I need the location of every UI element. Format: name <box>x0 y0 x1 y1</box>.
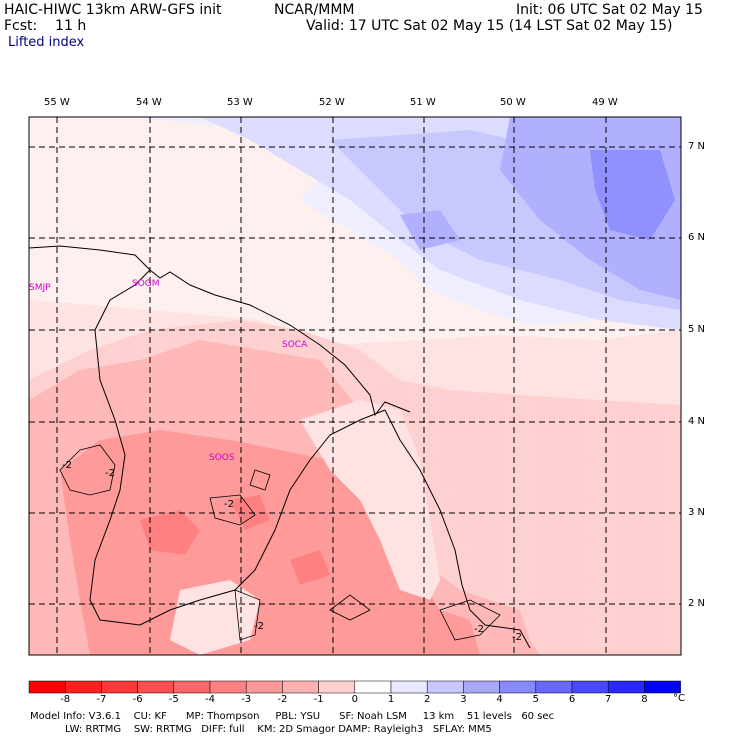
contour-label: -2 <box>512 632 522 643</box>
map-frame <box>28 116 682 656</box>
org-label: NCAR/MMM <box>274 2 355 18</box>
station-label: SOGM <box>132 279 160 289</box>
colorbar-tick-label: -2 <box>277 694 288 705</box>
colorbar-tick-label: 8 <box>641 694 648 705</box>
colorbar-swatch <box>426 680 464 694</box>
colorbar-tick-label: 7 <box>605 694 612 705</box>
colorbar-swatch <box>318 680 356 694</box>
station-label: SMJP <box>29 283 51 293</box>
model-info-line2: LW: RRTMG SW: RRTMG DIFF: full KM: 2D Sm… <box>30 724 492 735</box>
colorbar-tick-label: -7 <box>96 694 107 705</box>
colorbar-swatch <box>173 680 211 694</box>
map-background <box>29 117 681 655</box>
colorbar-tick-label: -4 <box>205 694 215 705</box>
colorbar-tick-label: 4 <box>496 694 503 705</box>
lat-label: 4 N <box>688 416 706 427</box>
colorbar-tick-label: -1 <box>313 694 324 705</box>
init-time: Init: 06 UTC Sat 02 May 15 <box>516 2 703 18</box>
contour-label: -2 <box>474 624 484 635</box>
colorbar-swatch <box>282 680 319 694</box>
colorbar-unit: °C <box>673 693 685 704</box>
model-info-line1: Model Info: V3.6.1 CU: KF MP: Thompson P… <box>30 711 555 722</box>
contour-label: -2 <box>62 460 72 471</box>
colorbar-swatch <box>607 680 645 694</box>
lat-label: 6 N <box>688 232 706 243</box>
colorbar-swatch <box>101 680 138 694</box>
field-name: Lifted index <box>8 35 85 50</box>
graticule <box>29 117 681 655</box>
lon-label: 51 W <box>410 97 436 108</box>
contour-lines <box>59 444 501 641</box>
colorbar-swatch <box>644 680 681 694</box>
lon-label: 52 W <box>319 97 345 108</box>
colorbar-swatch <box>463 680 500 694</box>
station-label: SOCA <box>282 340 308 350</box>
model-title: HAIC-HIWC 13km ARW-GFS init <box>4 2 222 18</box>
lat-label: 7 N <box>688 141 706 152</box>
lat-label: 5 N <box>688 324 706 335</box>
colorbar-tick-label: 2 <box>424 694 431 705</box>
colorbar-swatch <box>137 680 175 694</box>
colorbar-tick-label: 6 <box>568 694 576 705</box>
colorbar-swatch <box>535 680 573 694</box>
colorbar-tick-label: -6 <box>132 694 143 705</box>
colorbar-tick-label: 3 <box>460 694 467 705</box>
colorbar-tick-label: -3 <box>241 694 252 705</box>
colorbar-tick-label: -8 <box>60 694 71 705</box>
contour-label: -2 <box>254 621 264 632</box>
colorbar-swatch <box>499 680 537 694</box>
colorbar-swatch <box>571 680 609 694</box>
colorbar-tick-label: 5 <box>532 694 539 705</box>
lon-label: 50 W <box>500 97 526 108</box>
colorbar-swatch <box>209 680 247 694</box>
valid-time: Valid: 17 UTC Sat 02 May 15 (14 LST Sat … <box>306 18 673 34</box>
colorbar-swatch <box>354 680 392 694</box>
colorbar-tick-label: 1 <box>387 694 395 705</box>
lon-label: 55 W <box>44 97 70 108</box>
lon-label: 53 W <box>227 97 253 108</box>
colorbar <box>28 680 681 694</box>
colorbar-swatch <box>245 680 283 694</box>
forecast-hour: Fcst: 11 h <box>4 18 87 34</box>
lat-label: 3 N <box>688 507 706 518</box>
lat-label: 2 N <box>688 598 706 609</box>
lon-label: 54 W <box>136 97 162 108</box>
contour-label: -2 <box>224 499 234 510</box>
colorbar-swatch <box>64 680 102 694</box>
colorbar-tick-label: -5 <box>168 694 179 705</box>
colorbar-swatch <box>28 680 66 694</box>
colorbar-swatch <box>390 680 428 694</box>
station-label: SOOS <box>209 453 235 463</box>
coastline <box>28 245 531 649</box>
colorbar-tick-label: 0 <box>351 694 358 705</box>
lon-label: 49 W <box>592 97 618 108</box>
contour-label: -2 <box>105 468 115 479</box>
